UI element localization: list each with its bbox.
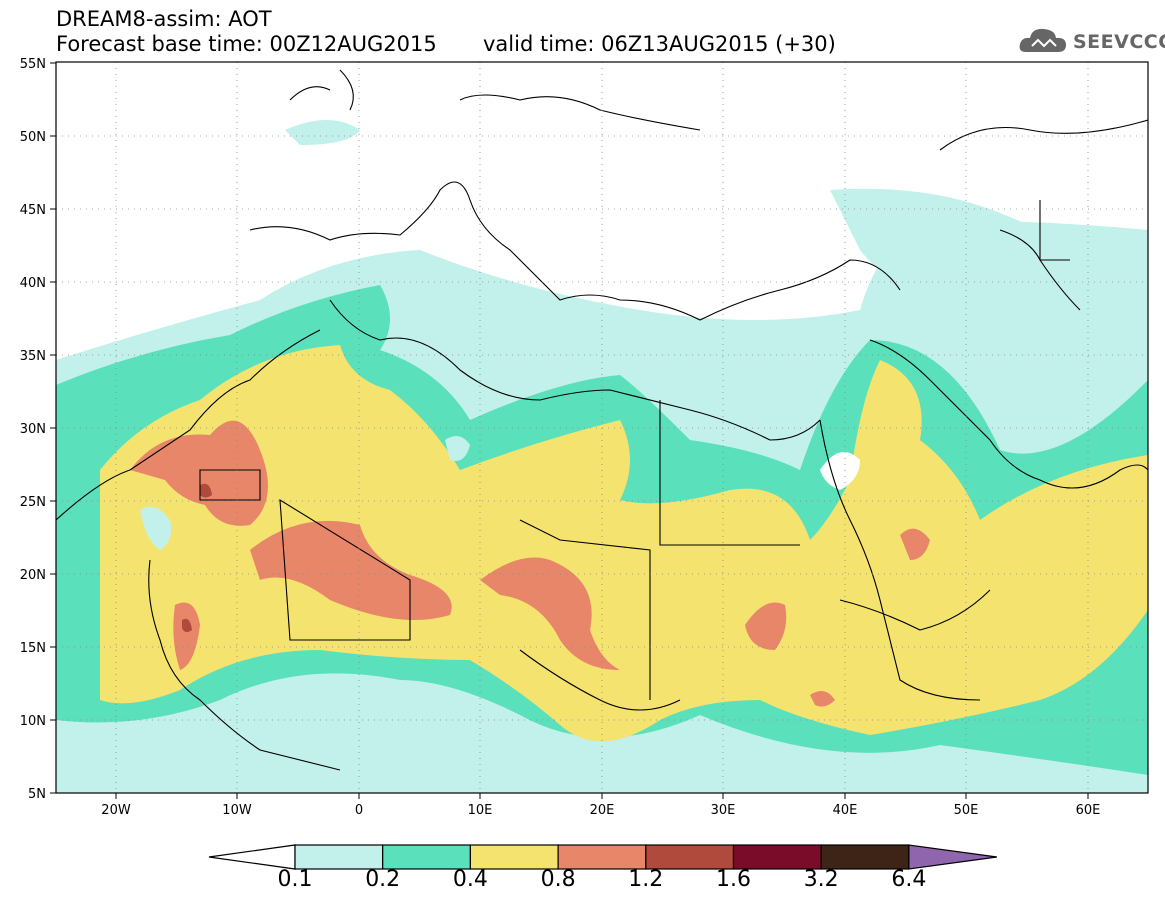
lon-label: 10W [222,803,252,818]
colorbar-box [294,844,384,870]
coastlines [56,69,1148,771]
lat-label: 25N [20,495,46,510]
lon-ticks [115,793,1089,799]
seevccc-logo: SEEVCCC [1018,24,1165,58]
map-title: DREAM8-assim: AOT [56,7,272,31]
colorbar-label: 6.4 [891,867,927,892]
lon-label: 40E [833,803,858,818]
lon-label: 50E [954,803,979,818]
graticule [56,62,1148,793]
lon-label: 0 [355,803,363,818]
logo-text: SEEVCCC [1073,31,1165,53]
colorbar-box [820,844,910,870]
colorbar-over-arrow [908,844,997,870]
colorbar-under-arrow [208,844,296,870]
colorbar-label: 0.8 [540,867,576,892]
lon-labels: 20W 10W 0 10E 20E 30E 40E 50E 60E [101,803,1100,818]
lat-label: 50N [20,130,46,145]
colorbar-label: 3.2 [803,867,839,892]
colorbar-label: 1.2 [628,867,664,892]
colorbar-box [557,844,647,870]
colorbar-box [382,844,472,870]
lat-label: 10N [20,714,46,729]
lon-label: 20E [590,803,615,818]
colorbar-box [732,844,822,870]
colorbar-boxes [294,844,997,870]
valid-time: valid time: 06Z13AUG2015 (+30) [483,32,836,56]
lat-label: 30N [20,422,46,437]
lon-label: 60E [1076,803,1101,818]
lat-label: 40N [20,276,46,291]
lat-ticks [50,62,56,794]
lat-labels: 55N 50N 45N 40N 35N 30N 25N 20N 15N 10N … [20,57,46,802]
colorbar-label: 0.4 [452,867,488,892]
colorbar-label: 1.6 [716,867,751,892]
colorbar-label: 0.1 [277,867,313,892]
lat-label: 55N [20,57,46,72]
lat-label: 45N [20,203,46,218]
cloud-icon [1019,28,1066,52]
lat-label: 20N [20,568,46,583]
colorbar-label: 0.2 [365,867,401,892]
colorbar [208,844,997,870]
lat-label: 5N [28,787,46,802]
forecast-base-time: Forecast base time: 00Z12AUG2015 [56,32,437,56]
lon-label: 20W [101,803,131,818]
lon-label: 30E [711,803,736,818]
aot-field [56,62,1148,793]
colorbar-box [469,844,559,870]
lat-label: 15N [20,641,46,656]
lat-label: 35N [20,349,46,364]
colorbar-box [645,844,735,870]
lon-label: 10E [468,803,493,818]
